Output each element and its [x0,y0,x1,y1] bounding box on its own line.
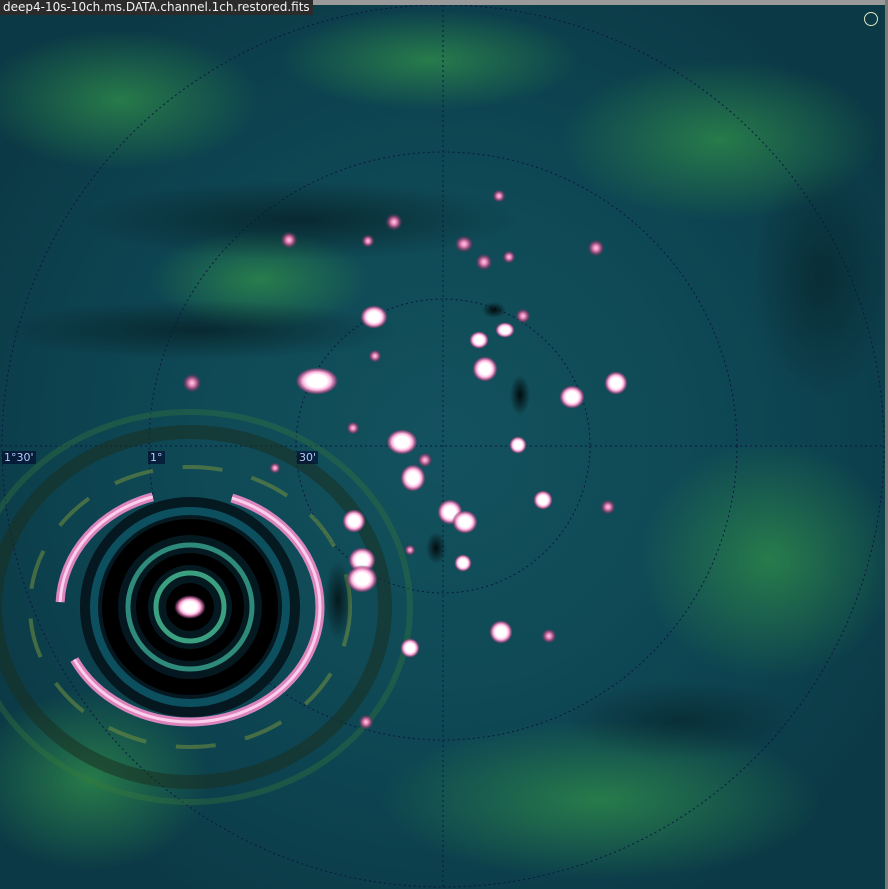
bright-source-rings [0,409,413,805]
axis-label-dec-30: 30' [297,451,319,464]
grid-circle-inner [295,298,591,594]
source [604,371,628,395]
faint-source [515,308,531,324]
faint-source [404,544,416,556]
grid-circle-middle [148,151,738,741]
faint-source [600,499,616,515]
source [295,367,339,395]
source [386,429,418,455]
faint-source [358,714,374,730]
source [559,385,585,409]
faint-source [385,213,403,231]
image-title: deep4-10s-10ch.ms.DATA.channel.1ch.resto… [0,0,313,15]
source [400,464,426,492]
faint-source [541,628,557,644]
source [452,510,478,534]
circle-outline-icon [864,12,878,26]
faint-source [269,462,281,474]
faint-source [346,421,360,435]
source [346,565,378,593]
faint-source [182,373,202,393]
radio-sources [182,189,628,730]
faint-source [280,231,298,249]
source [472,356,498,382]
source [489,620,513,644]
faint-source [502,250,516,264]
faint-source [368,349,382,363]
source [495,322,515,338]
window-top-border [0,0,888,5]
window-right-border [885,0,888,889]
source [533,490,553,510]
faint-source [361,234,375,248]
source [342,509,366,533]
source [360,305,388,329]
faint-source [417,452,433,468]
source [509,436,527,454]
faint-source [454,235,474,253]
background-noise [0,10,888,880]
faint-source [587,239,605,257]
axis-label-dec-1: 1° [148,451,165,464]
source [469,331,489,349]
axis-label-dec-1-30: 1°30' [2,451,36,464]
grid-circle-outer [1,4,885,888]
source [454,554,472,572]
faint-source [492,189,506,203]
faint-source [475,253,493,271]
source [400,638,420,658]
